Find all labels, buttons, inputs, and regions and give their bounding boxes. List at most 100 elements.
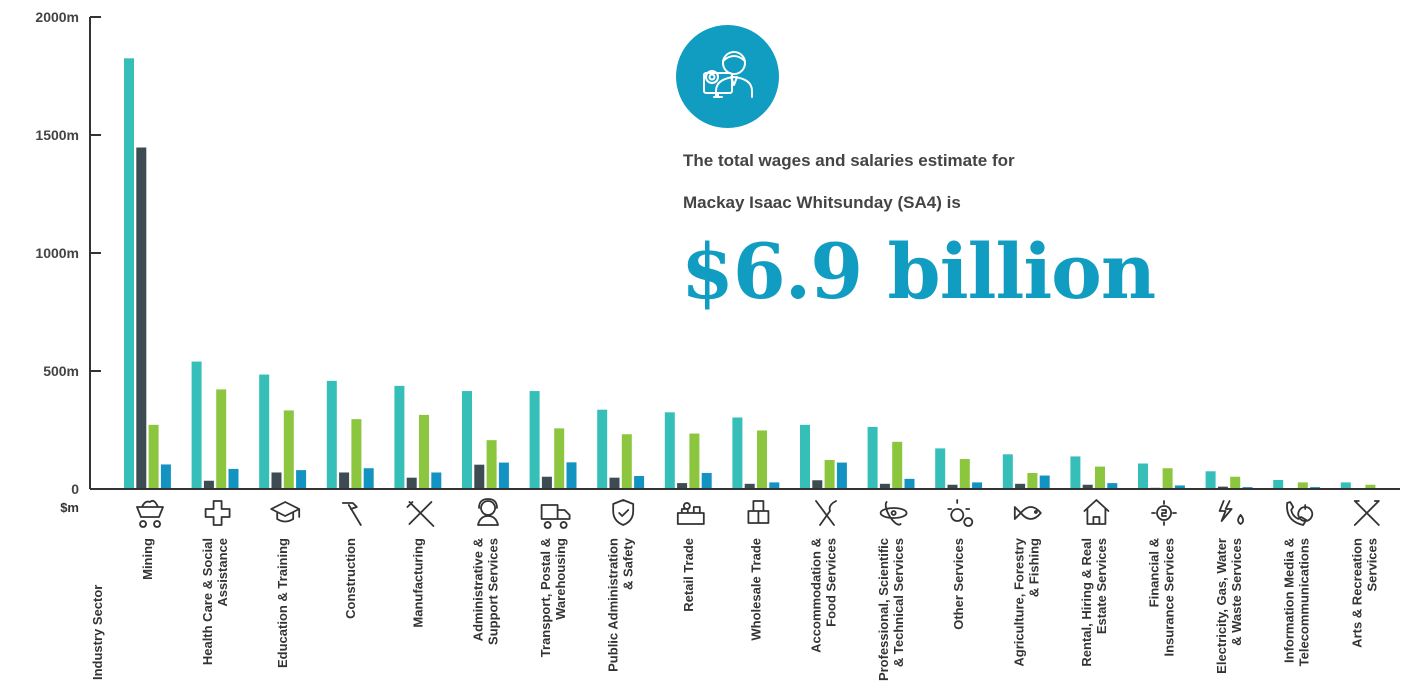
category-label: Electricity, Gas, Water [1214,538,1229,674]
mining-cart-icon [136,499,164,528]
bar [1365,484,1376,489]
bar [892,441,903,489]
hammer-icon [341,502,362,526]
bar [1205,471,1216,489]
bar [867,426,878,489]
category-label: Services [1364,538,1379,592]
bar [1095,466,1105,489]
category-icons [136,498,1380,529]
y-tick-label: 1000m [35,245,79,261]
category-label: Manufacturing [410,538,425,628]
bar [1174,485,1185,489]
category-label: Retail Trade [681,538,696,612]
category-label: Information Media & [1282,538,1297,663]
medical-cross-icon [204,500,231,526]
bar [1082,484,1093,489]
category-label: Education & Training [275,538,290,668]
graduation-cap-icon [270,501,301,523]
bar [148,424,159,489]
dollar-gear-icon [1151,500,1177,526]
category-label: Administrative & [471,538,486,641]
category-label: Accommodation & [809,538,824,653]
bar [296,470,307,489]
category-label: Food Services [824,538,839,627]
tools-cross-icon [1353,500,1380,526]
headline-line-2: Mackay Isaac Whitsunday (SA4) is [683,193,961,212]
headline-text: The total wages and salaries estimate fo… [683,140,1203,224]
category-label: Other Services [951,538,966,630]
bar [904,478,915,489]
y-tick-label: 500m [43,363,79,379]
bars [124,58,1388,490]
bar [339,472,350,489]
phone-info-icon [1286,501,1314,526]
bar [326,380,337,489]
category-label: Mining [140,538,155,580]
category-label: Health Care & Social [200,538,215,665]
category-label: Warehousing [553,538,568,620]
bar [879,483,890,489]
bar [271,472,282,489]
shield-check-icon [612,499,635,526]
bar [541,476,552,489]
bar [1002,454,1013,489]
bar [160,464,171,489]
category-label: Rental, Hiring & Real [1079,538,1094,667]
bar [1340,482,1351,489]
bar [1162,468,1173,489]
bar [959,459,970,489]
bar [419,414,429,489]
bar [621,434,632,489]
worker-settings-icon [676,25,779,128]
bar [1039,475,1050,489]
bar [566,462,577,489]
category-label: Construction [343,538,358,619]
bar [757,430,767,489]
bar [1138,463,1148,489]
category-label: Wholesale Trade [748,538,763,641]
bar [935,448,946,489]
bar [529,391,540,489]
bar [1070,456,1081,489]
bar [259,374,270,489]
bar [191,361,202,489]
bar [1107,483,1118,489]
y-tick-label: 2000m [35,9,79,25]
bar [634,476,645,489]
bar [554,428,565,489]
category-label: Financial & [1147,538,1162,607]
category-label: Estate Services [1094,538,1109,634]
category-label: & Waste Services [1229,538,1244,646]
bar [701,472,712,489]
support-agent-icon [477,498,499,526]
fish-icon [1013,506,1042,520]
headline-line-1: The total wages and salaries estimate fo… [683,151,1015,170]
category-label: Agriculture, Forestry [1011,537,1026,666]
bar [1297,482,1308,489]
bar [947,484,958,489]
bar [1217,486,1228,489]
category-label: Assistance [215,538,230,607]
bar [136,147,147,489]
house-icon [1083,499,1110,525]
category-label: Telecommunications [1297,538,1312,666]
bar [394,385,405,489]
category-label: & Technical Services [891,538,906,667]
bar [732,417,743,489]
category-labels: Mining Health Care & Social Assistance Educ… [140,537,1379,681]
y-tick-label: 1500m [35,127,79,143]
bar [351,419,362,489]
bar [283,410,294,489]
category-label: Arts & Recreation [1349,538,1364,648]
y-tick-label: 0 [71,481,79,497]
bar [824,459,835,489]
bar [689,433,700,489]
bar [800,424,810,489]
bar [609,477,620,489]
bar [431,472,442,489]
bar [462,391,472,489]
bar [474,464,485,489]
category-label: Support Services [486,538,501,645]
headline-value: $6.9 billion [681,227,1156,316]
bar [1273,480,1284,489]
